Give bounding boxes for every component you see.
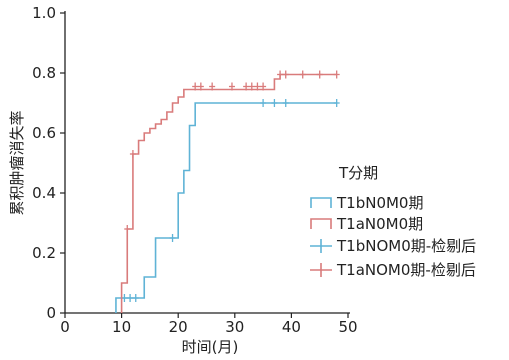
x-tick-label: 0 bbox=[60, 318, 70, 336]
series-line-0 bbox=[115, 102, 337, 313]
y-tick-label: 0.8 bbox=[32, 64, 56, 82]
y-tick-label: 0.6 bbox=[32, 124, 56, 142]
x-tick-label: 50 bbox=[338, 318, 357, 336]
legend-entry: T1bN0M0期 bbox=[336, 194, 423, 212]
legend-title: T分期 bbox=[338, 164, 378, 182]
x-tick-label: 40 bbox=[282, 318, 301, 336]
y-tick-label: 0.2 bbox=[32, 244, 56, 262]
x-tick-label: 10 bbox=[112, 318, 131, 336]
y-axis-label: 累积肿瘤消失率 bbox=[8, 110, 26, 215]
y-tick-label: 0 bbox=[46, 304, 56, 322]
x-tick-label: 20 bbox=[169, 318, 188, 336]
legend-swatch bbox=[310, 218, 332, 229]
x-axis-label: 时间(月) bbox=[182, 338, 239, 356]
y-tick-label: 0.4 bbox=[32, 184, 56, 202]
legend-entry: T1aN0M0期 bbox=[336, 215, 423, 233]
series-line-1 bbox=[120, 73, 337, 313]
y-tick-label: 1.0 bbox=[32, 4, 56, 22]
legend-entry: T1aNOM0期-检剔后 bbox=[336, 261, 476, 279]
legend-swatch bbox=[310, 197, 332, 208]
legend-entry: T1bNOM0期-检剔后 bbox=[336, 237, 476, 255]
x-tick-label: 30 bbox=[225, 318, 244, 336]
